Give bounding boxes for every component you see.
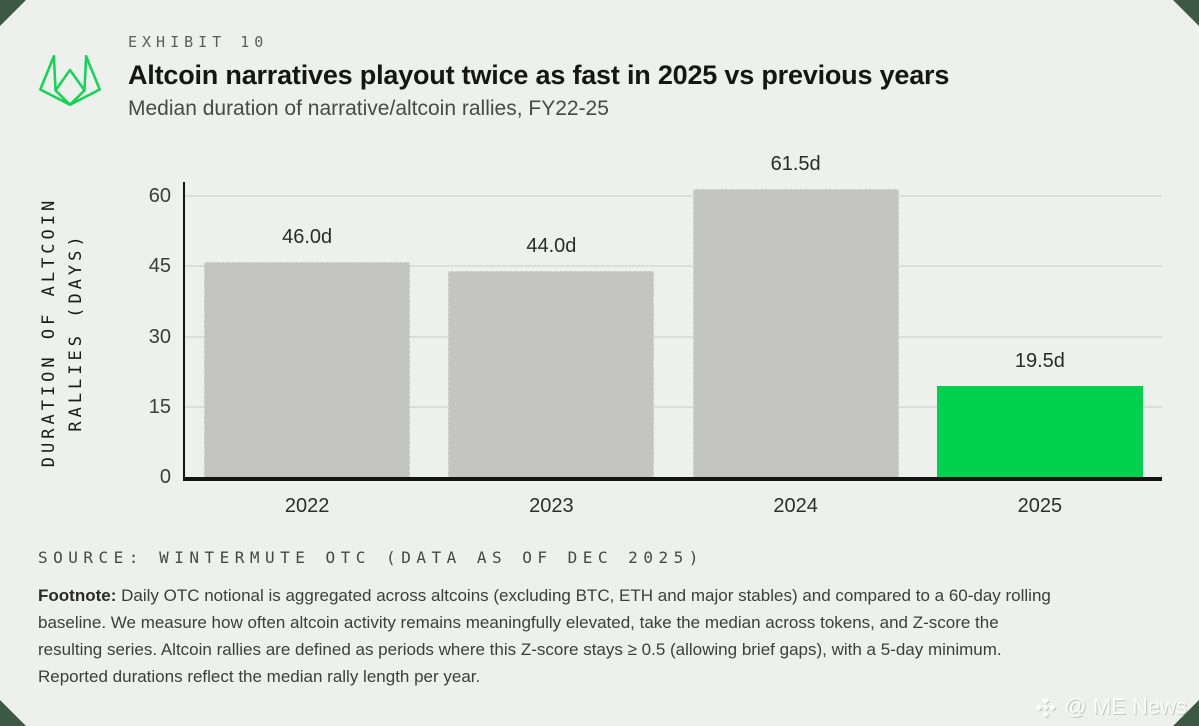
gridline-15 <box>185 406 1162 408</box>
y-axis-line <box>183 182 185 481</box>
bar-value-label-2022: 46.0d <box>282 225 333 248</box>
footnote-line: resulting series. Altcoin rallies are de… <box>38 640 1002 659</box>
y-axis-label-line2: RALLIES (DAYS) <box>66 232 86 432</box>
bar-value-label-2023: 44.0d <box>526 234 577 257</box>
y-tick-0: 0 <box>159 466 171 488</box>
bar-value-label-2025: 19.5d <box>1014 349 1065 372</box>
gridline-45 <box>185 265 1162 267</box>
bar-2023 <box>448 271 654 477</box>
footnote-line: Reported durations reflect the median ra… <box>38 667 481 686</box>
y-axis-label-line1: DURATION OF ALTCOIN <box>39 196 59 468</box>
chart-title: Altcoin narratives playout twice as fast… <box>128 60 950 90</box>
chart-header: EXHIBIT 10 Altcoin narratives playout tw… <box>128 33 949 121</box>
y-tick-15: 15 <box>148 395 171 418</box>
footnote-text: Daily OTC notional is aggregated across … <box>121 586 1051 605</box>
y-tick-30: 30 <box>148 325 171 348</box>
x-tick-2025: 2025 <box>1017 495 1063 517</box>
watermark: @ ME News <box>1033 694 1187 720</box>
footnote-label: Footnote: <box>38 586 117 605</box>
bar-2024 <box>693 189 899 477</box>
chart-subtitle: Median duration of narrative/altcoin ral… <box>128 97 609 120</box>
x-tick-2024: 2024 <box>773 495 818 517</box>
y-tick-60: 60 <box>148 185 171 208</box>
footnote-line: baseline. We measure how often altcoin a… <box>38 613 999 632</box>
bar-2022 <box>204 262 410 477</box>
gridline-60 <box>185 195 1162 197</box>
bar-2025 <box>937 386 1143 477</box>
y-tick-45: 45 <box>148 255 171 278</box>
source-line: SOURCE: WINTERMUTE OTC (DATA AS OF DEC 2… <box>38 548 704 567</box>
footnote: Footnote: Daily OTC notional is aggregat… <box>38 582 1178 690</box>
exhibit-label: EXHIBIT 10 <box>128 33 269 51</box>
y-axis-label: DURATION OF ALTCOIN RALLIES (DAYS) <box>36 184 92 480</box>
bar-value-label-2024: 61.5d <box>770 153 821 176</box>
footnote-line: Footnote: Daily OTC notional is aggregat… <box>38 582 1178 609</box>
gridline-30 <box>185 336 1162 338</box>
x-tick-2023: 2023 <box>529 495 574 517</box>
diamond-logo-icon <box>1035 696 1057 718</box>
wintermute-logo-icon <box>36 50 104 112</box>
watermark-text: @ ME News <box>1064 694 1187 719</box>
x-tick-2022: 2022 <box>284 495 330 517</box>
x-axis-line <box>183 477 1162 481</box>
chart-plot: 0 15 30 45 60 46.0d 2022 44.0d 2023 61.5d 2024 19.5… <box>185 182 1162 477</box>
